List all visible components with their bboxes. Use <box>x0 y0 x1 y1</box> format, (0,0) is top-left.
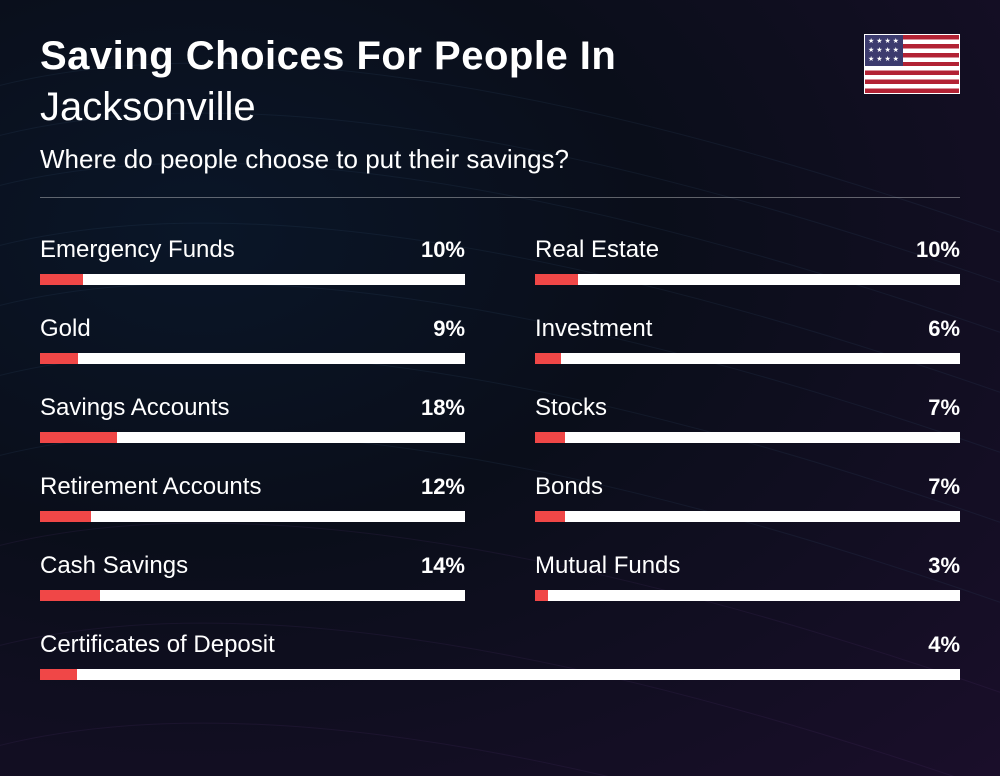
bar-fill <box>40 511 91 522</box>
bar-item-label: Emergency Funds <box>40 236 235 264</box>
bar-track <box>40 590 465 601</box>
bar-item-header: Mutual Funds 3% <box>535 552 960 580</box>
bar-track <box>40 669 960 680</box>
bar-item-header: Certificates of Deposit 4% <box>40 631 960 659</box>
bar-item-header: Stocks 7% <box>535 394 960 422</box>
title-bold: Saving Choices For People In <box>40 34 616 79</box>
bar-item-header: Cash Savings 14% <box>40 552 465 580</box>
bar-fill <box>535 353 561 364</box>
bar-item-label: Certificates of Deposit <box>40 631 275 659</box>
bar-item-label: Bonds <box>535 473 603 501</box>
bars-grid: Emergency Funds 10% Real Estate 10% Gold 9% In… <box>40 206 960 680</box>
bar-track <box>40 511 465 522</box>
bar-item-percent: 10% <box>916 237 960 263</box>
bar-fill <box>40 274 83 285</box>
bar-fill <box>535 274 578 285</box>
bar-item-label: Real Estate <box>535 236 659 264</box>
bar-item: Real Estate 10% <box>535 236 960 285</box>
bar-item-header: Bonds 7% <box>535 473 960 501</box>
bar-item-percent: 18% <box>421 395 465 421</box>
bar-item-header: Retirement Accounts 12% <box>40 473 465 501</box>
bar-item-header: Emergency Funds 10% <box>40 236 465 264</box>
bar-track <box>40 432 465 443</box>
bar-fill <box>40 353 78 364</box>
bar-item: Mutual Funds 3% <box>535 552 960 601</box>
bar-track <box>40 353 465 364</box>
bar-item: Bonds 7% <box>535 473 960 522</box>
bar-item-label: Stocks <box>535 394 607 422</box>
title-light: Jacksonville <box>40 85 616 130</box>
bar-item-percent: 14% <box>421 553 465 579</box>
bar-item: Cash Savings 14% <box>40 552 465 601</box>
bar-track <box>535 432 960 443</box>
bar-item: Savings Accounts 18% <box>40 394 465 443</box>
bar-item-label: Retirement Accounts <box>40 473 261 501</box>
bar-fill <box>40 590 100 601</box>
bar-item-header: Gold 9% <box>40 315 465 343</box>
bar-item-percent: 7% <box>928 395 960 421</box>
bar-item: Retirement Accounts 12% <box>40 473 465 522</box>
bar-item-percent: 12% <box>421 474 465 500</box>
us-flag-icon <box>864 34 960 94</box>
bar-item-percent: 6% <box>928 316 960 342</box>
title-block: Saving Choices For People In Jacksonvill… <box>40 34 616 175</box>
bar-item-percent: 7% <box>928 474 960 500</box>
bar-fill <box>535 590 548 601</box>
bar-item-header: Investment 6% <box>535 315 960 343</box>
bar-item-label: Investment <box>535 315 652 343</box>
bar-item-label: Savings Accounts <box>40 394 229 422</box>
bar-fill <box>535 511 565 522</box>
divider <box>40 197 960 198</box>
bar-item: Certificates of Deposit 4% <box>40 631 960 680</box>
bar-fill <box>535 432 565 443</box>
bar-item-label: Cash Savings <box>40 552 188 580</box>
bar-item: Stocks 7% <box>535 394 960 443</box>
bar-item-percent: 3% <box>928 553 960 579</box>
bar-track <box>40 274 465 285</box>
bar-item: Gold 9% <box>40 315 465 364</box>
bar-item-percent: 10% <box>421 237 465 263</box>
bar-item-percent: 4% <box>928 632 960 658</box>
bar-item: Investment 6% <box>535 315 960 364</box>
bar-fill <box>40 669 77 680</box>
bar-track <box>535 590 960 601</box>
bar-item-percent: 9% <box>433 316 465 342</box>
bar-item: Emergency Funds 10% <box>40 236 465 285</box>
bar-item-header: Savings Accounts 18% <box>40 394 465 422</box>
bar-item-label: Gold <box>40 315 91 343</box>
bar-track <box>535 511 960 522</box>
bar-track <box>535 353 960 364</box>
subtitle: Where do people choose to put their savi… <box>40 144 616 175</box>
bar-item-label: Mutual Funds <box>535 552 680 580</box>
infographic-container: Saving Choices For People In Jacksonvill… <box>0 0 1000 710</box>
header-row: Saving Choices For People In Jacksonvill… <box>40 34 960 175</box>
bar-item-header: Real Estate 10% <box>535 236 960 264</box>
bar-fill <box>40 432 117 443</box>
bar-track <box>535 274 960 285</box>
